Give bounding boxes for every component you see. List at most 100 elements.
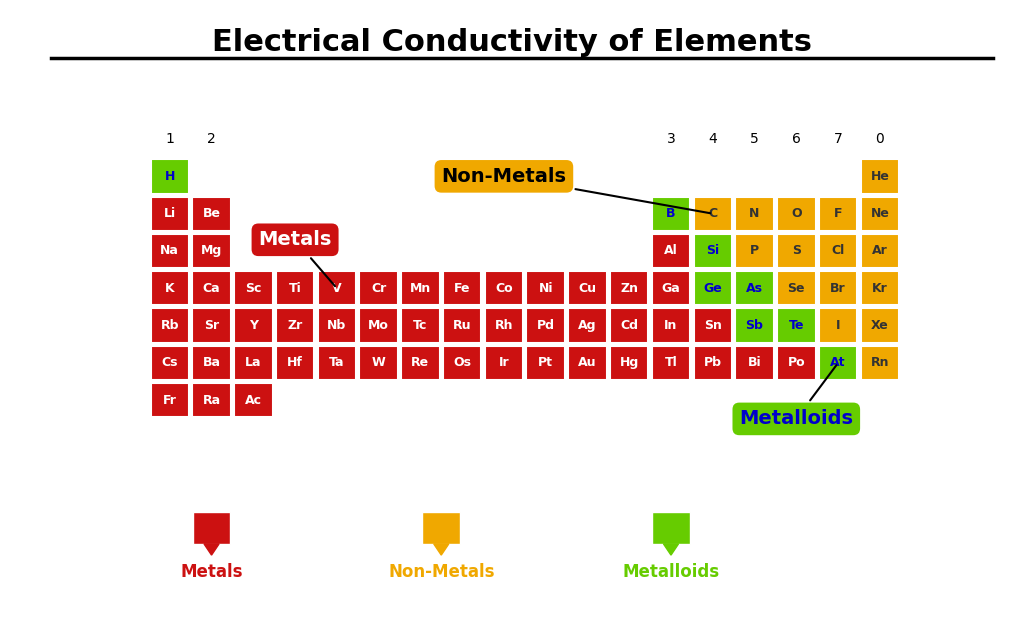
Text: Ni: Ni	[539, 282, 553, 295]
Text: 0: 0	[876, 132, 884, 146]
Text: Co: Co	[495, 282, 513, 295]
Text: Si: Si	[707, 244, 719, 258]
FancyBboxPatch shape	[819, 234, 857, 268]
Text: As: As	[746, 282, 763, 295]
Text: 6: 6	[792, 132, 801, 146]
FancyBboxPatch shape	[651, 197, 690, 231]
Text: Re: Re	[412, 357, 429, 369]
FancyBboxPatch shape	[484, 309, 523, 343]
FancyBboxPatch shape	[777, 309, 815, 343]
Text: Rn: Rn	[870, 357, 889, 369]
FancyBboxPatch shape	[275, 271, 314, 306]
Text: K: K	[165, 282, 174, 295]
Text: Ge: Ge	[703, 282, 722, 295]
Text: At: At	[830, 357, 846, 369]
Text: Cl: Cl	[831, 244, 845, 258]
Text: Fr: Fr	[163, 394, 177, 407]
Text: Rh: Rh	[495, 319, 513, 332]
Text: 1: 1	[165, 132, 174, 146]
Text: H: H	[165, 170, 175, 183]
Text: Metalloids: Metalloids	[739, 365, 853, 428]
Text: P: P	[750, 244, 759, 258]
Text: In: In	[665, 319, 678, 332]
FancyBboxPatch shape	[777, 346, 815, 380]
Text: Br: Br	[830, 282, 846, 295]
FancyBboxPatch shape	[151, 271, 189, 306]
Text: Cs: Cs	[162, 357, 178, 369]
FancyBboxPatch shape	[819, 346, 857, 380]
FancyBboxPatch shape	[275, 346, 314, 380]
Text: Ta: Ta	[329, 357, 345, 369]
Text: F: F	[834, 207, 843, 220]
FancyBboxPatch shape	[651, 271, 690, 306]
FancyBboxPatch shape	[193, 383, 230, 418]
Text: Te: Te	[788, 319, 804, 332]
Text: I: I	[836, 319, 841, 332]
Text: Zr: Zr	[288, 319, 303, 332]
FancyBboxPatch shape	[234, 346, 272, 380]
FancyBboxPatch shape	[652, 512, 690, 544]
FancyBboxPatch shape	[151, 309, 189, 343]
FancyBboxPatch shape	[819, 309, 857, 343]
Text: Tl: Tl	[665, 357, 677, 369]
Text: Metals: Metals	[258, 231, 335, 286]
FancyBboxPatch shape	[359, 309, 397, 343]
Text: Na: Na	[161, 244, 179, 258]
FancyBboxPatch shape	[860, 271, 899, 306]
Text: Sn: Sn	[703, 319, 722, 332]
Text: Ca: Ca	[203, 282, 220, 295]
FancyBboxPatch shape	[777, 197, 815, 231]
FancyBboxPatch shape	[151, 159, 189, 193]
Text: B: B	[667, 207, 676, 220]
FancyBboxPatch shape	[526, 271, 565, 306]
Text: O: O	[791, 207, 802, 220]
Text: 2: 2	[207, 132, 216, 146]
Text: Electrical Conductivity of Elements: Electrical Conductivity of Elements	[212, 28, 812, 57]
Text: Li: Li	[164, 207, 176, 220]
Text: Metalloids: Metalloids	[623, 563, 720, 581]
FancyBboxPatch shape	[443, 346, 481, 380]
FancyBboxPatch shape	[359, 346, 397, 380]
FancyBboxPatch shape	[193, 309, 230, 343]
Text: Nb: Nb	[328, 319, 346, 332]
Text: Metals: Metals	[180, 563, 243, 581]
Text: Mn: Mn	[410, 282, 431, 295]
Text: 7: 7	[834, 132, 843, 146]
Text: Se: Se	[787, 282, 805, 295]
FancyBboxPatch shape	[610, 309, 648, 343]
Text: Pd: Pd	[537, 319, 555, 332]
FancyBboxPatch shape	[401, 309, 439, 343]
FancyBboxPatch shape	[317, 346, 356, 380]
FancyBboxPatch shape	[860, 346, 899, 380]
Text: W: W	[372, 357, 385, 369]
FancyBboxPatch shape	[526, 346, 565, 380]
Text: N: N	[750, 207, 760, 220]
FancyBboxPatch shape	[693, 309, 732, 343]
FancyBboxPatch shape	[568, 309, 606, 343]
Text: Y: Y	[249, 319, 258, 332]
FancyBboxPatch shape	[193, 234, 230, 268]
Text: Mg: Mg	[201, 244, 222, 258]
FancyBboxPatch shape	[651, 346, 690, 380]
FancyBboxPatch shape	[735, 197, 774, 231]
FancyBboxPatch shape	[193, 271, 230, 306]
FancyBboxPatch shape	[610, 271, 648, 306]
Text: Cd: Cd	[621, 319, 638, 332]
Text: 3: 3	[667, 132, 676, 146]
Text: 4: 4	[709, 132, 717, 146]
FancyBboxPatch shape	[151, 346, 189, 380]
Text: Pb: Pb	[703, 357, 722, 369]
FancyBboxPatch shape	[193, 512, 230, 544]
FancyBboxPatch shape	[359, 271, 397, 306]
FancyBboxPatch shape	[860, 234, 899, 268]
Text: Tc: Tc	[414, 319, 428, 332]
FancyBboxPatch shape	[735, 271, 774, 306]
FancyBboxPatch shape	[401, 346, 439, 380]
Text: Ar: Ar	[872, 244, 888, 258]
Text: Au: Au	[579, 357, 597, 369]
Text: Bi: Bi	[748, 357, 761, 369]
Text: Al: Al	[665, 244, 678, 258]
Text: La: La	[245, 357, 261, 369]
Text: Ag: Ag	[579, 319, 597, 332]
Text: Ac: Ac	[245, 394, 262, 407]
